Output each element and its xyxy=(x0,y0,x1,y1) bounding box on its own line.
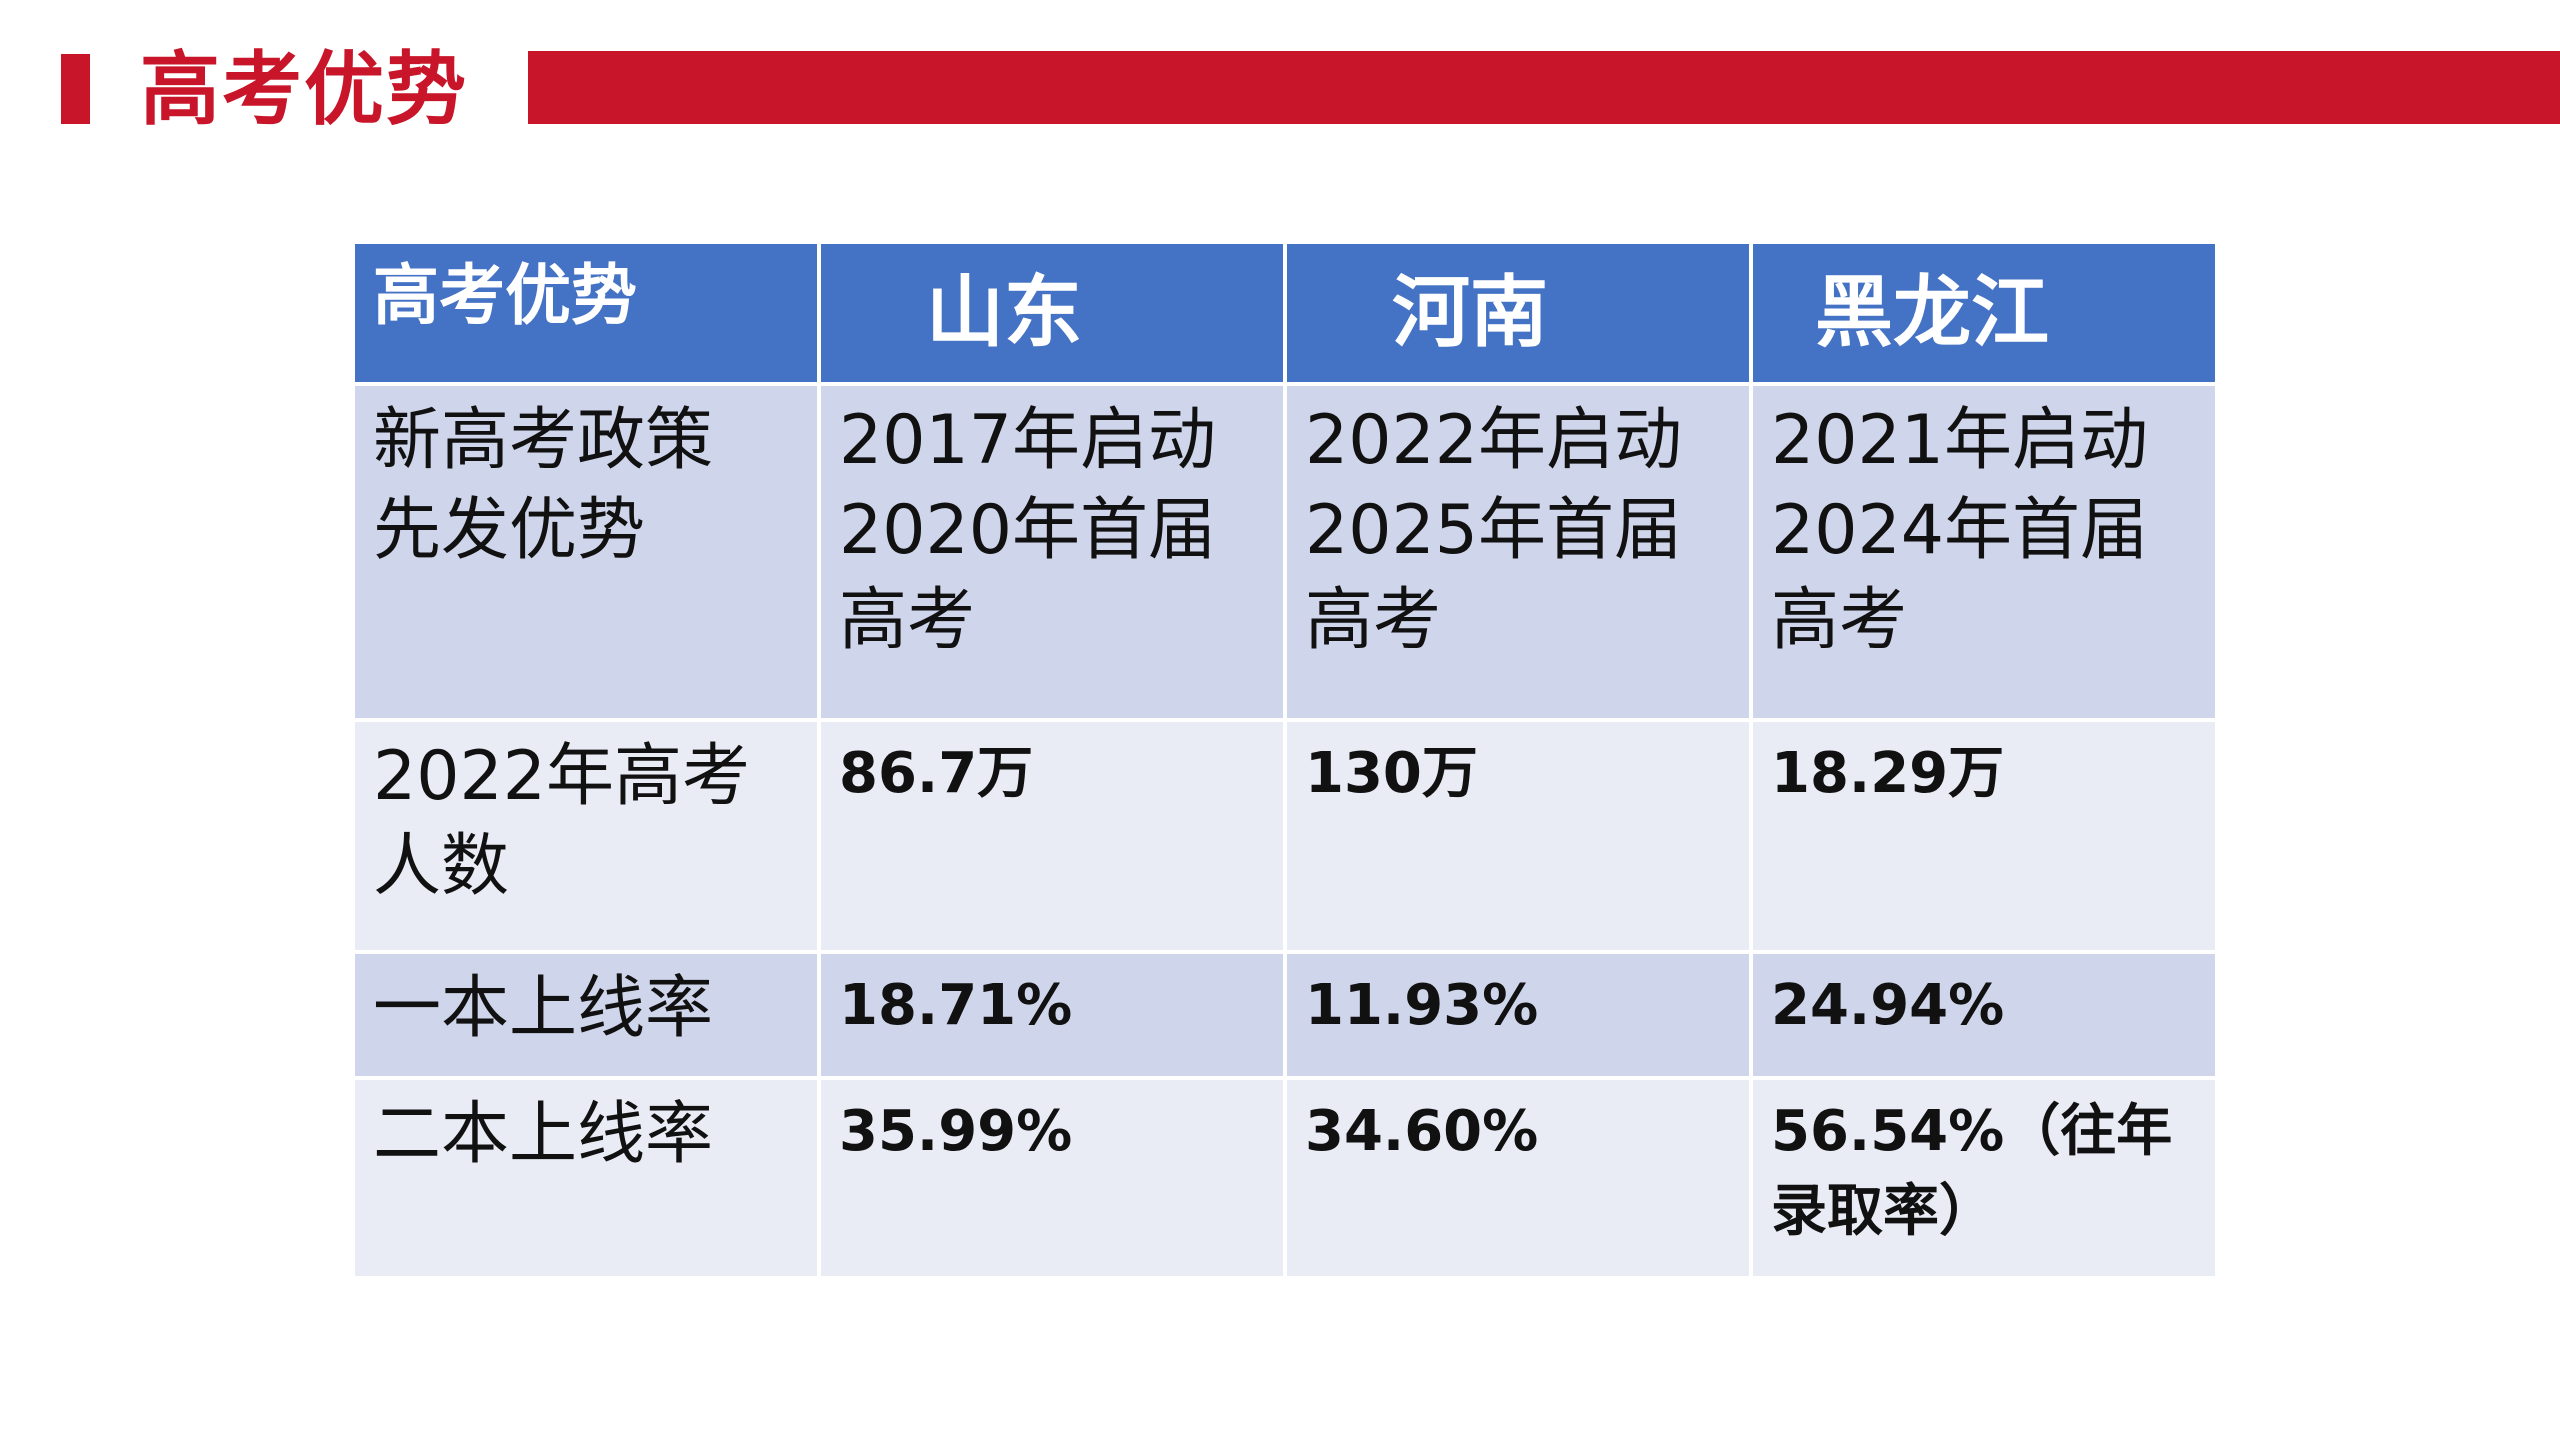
table-cell: 2022年启动 2025年首届 高考 xyxy=(1287,386,1749,718)
table-cell: 18.29万 xyxy=(1753,722,2215,950)
region-label: 山东 xyxy=(926,268,1083,358)
row-label: 2022年高考 人数 xyxy=(355,722,817,950)
table-header-row: 高考优势 山东 河南 黑龙江 xyxy=(355,244,2215,382)
region-label: 黑龙江 xyxy=(1815,268,2050,358)
table-cell: 130万 xyxy=(1287,722,1749,950)
table-row-exam-count: 2022年高考 人数 86.7万 130万 18.29万 xyxy=(355,722,2215,950)
row-label: 二本上线率 xyxy=(355,1080,817,1276)
table-cell: 24.94% xyxy=(1753,954,2215,1076)
title-accent-bar xyxy=(528,51,2560,124)
table-cell: 86.7万 xyxy=(821,722,1283,950)
region-header-shandong: 山东 xyxy=(821,244,1283,382)
corner-header: 高考优势 xyxy=(355,244,817,382)
row-label: 新高考政策 先发优势 xyxy=(355,386,817,718)
row-label: 一本上线率 xyxy=(355,954,817,1076)
table-cell: 2021年启动 2024年首届 高考 xyxy=(1753,386,2215,718)
table-cell: 34.60% xyxy=(1287,1080,1749,1276)
table-row-tier1-rate: 一本上线率 18.71% 11.93% 24.94% xyxy=(355,954,2215,1076)
table-cell: 18.71% xyxy=(821,954,1283,1076)
title-accent-marker xyxy=(61,54,90,124)
region-header-heilongjiang: 黑龙江 xyxy=(1753,244,2215,382)
region-label: 河南 xyxy=(1392,268,1549,358)
region-header-henan: 河南 xyxy=(1287,244,1749,382)
table-cell: 56.54%（往年 录取率） xyxy=(1753,1080,2215,1276)
slide-title: 高考优势 xyxy=(140,43,468,136)
table-row-policy: 新高考政策 先发优势 2017年启动 2020年首届 高考 2022年启动 20… xyxy=(355,386,2215,718)
comparison-table: 高考优势 山东 河南 黑龙江 新高考政策 先发优势 2017年启动 2020年首… xyxy=(351,240,2219,1280)
table-row-tier2-rate: 二本上线率 35.99% 34.60% 56.54%（往年 录取率） xyxy=(355,1080,2215,1276)
table-cell: 35.99% xyxy=(821,1080,1283,1276)
table-cell: 2017年启动 2020年首届 高考 xyxy=(821,386,1283,718)
table-cell: 11.93% xyxy=(1287,954,1749,1076)
